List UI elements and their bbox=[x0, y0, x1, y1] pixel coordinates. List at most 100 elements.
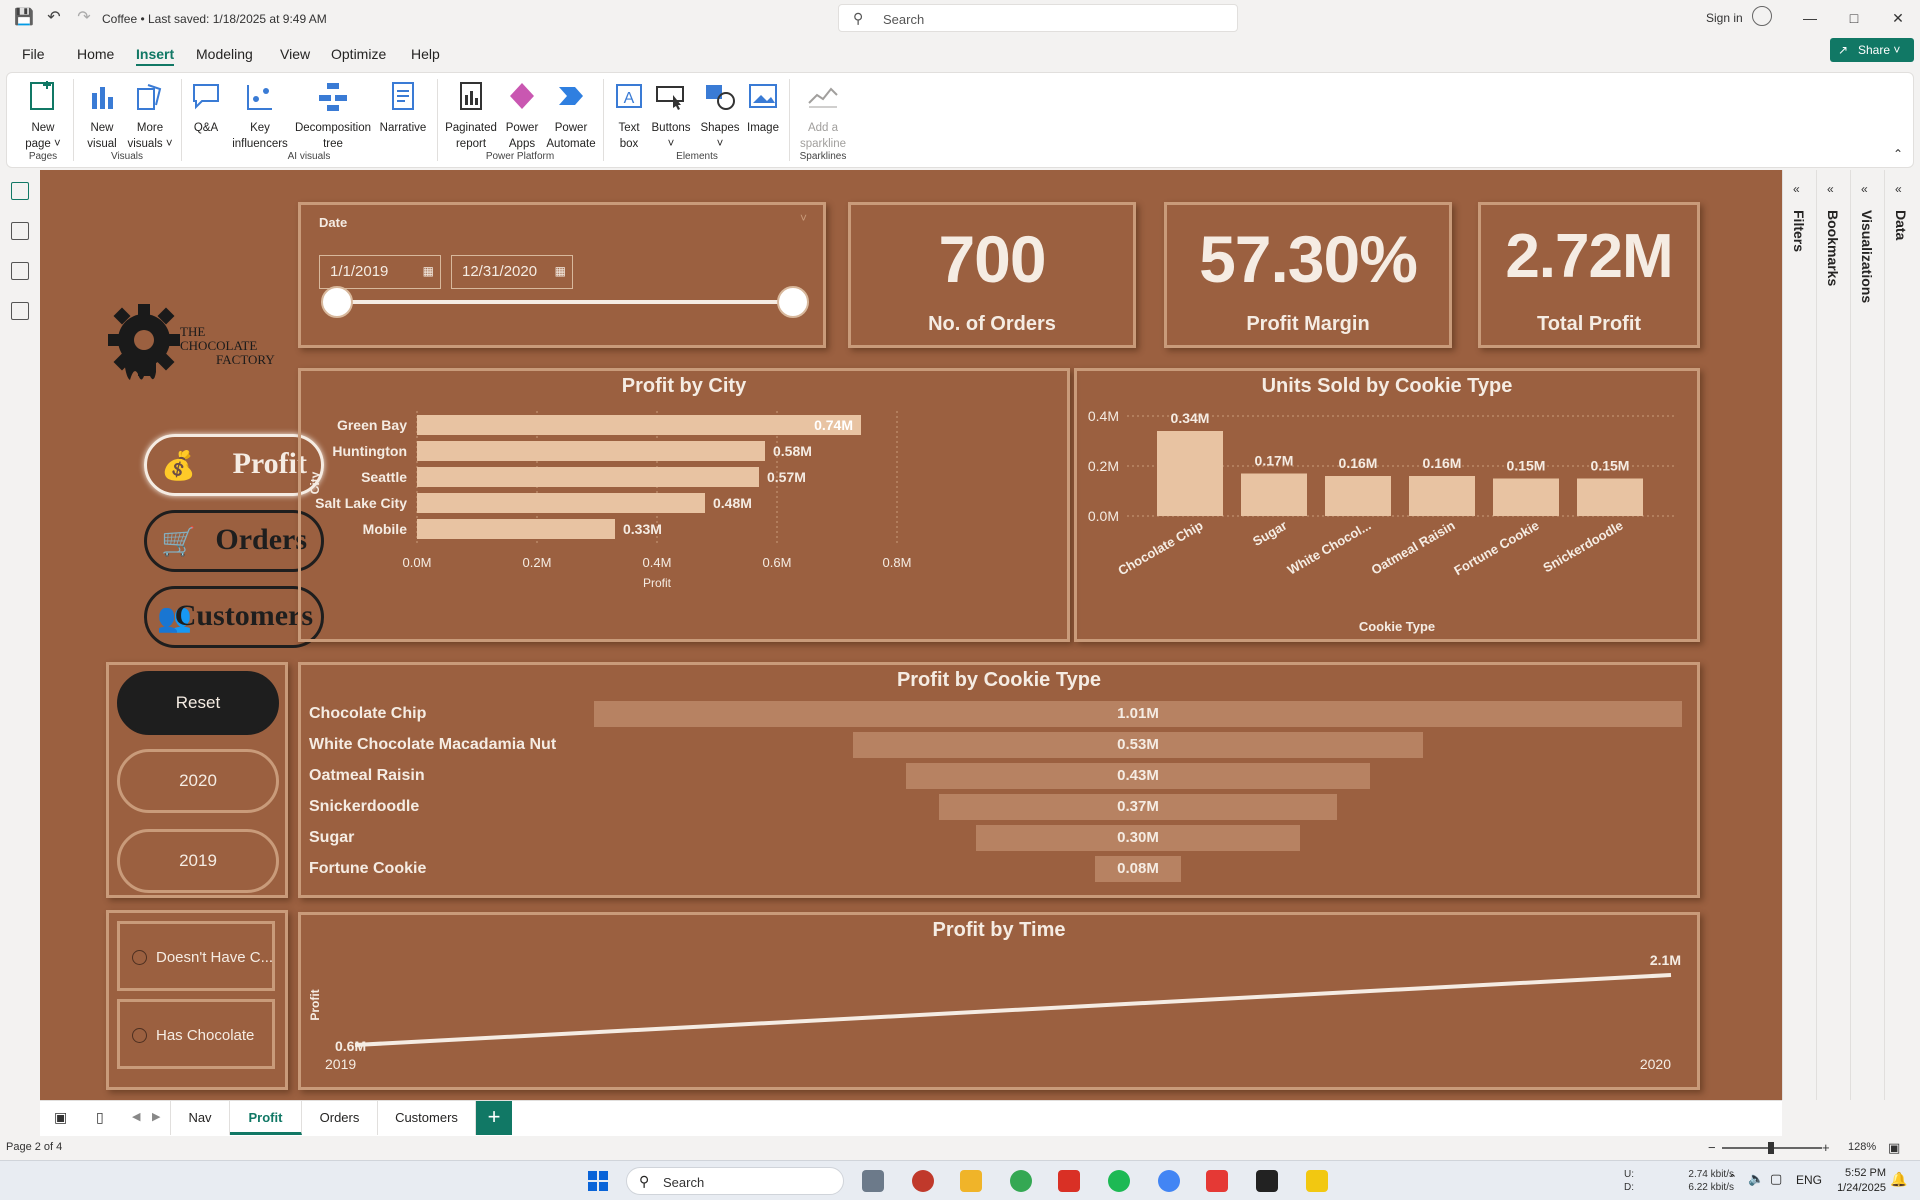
power-apps-button[interactable]: Power Apps bbox=[501, 79, 543, 152]
avatar-icon[interactable] bbox=[1752, 6, 1772, 26]
chevron-left-icon[interactable]: « bbox=[1827, 182, 1834, 196]
filters-pane[interactable]: « Filters bbox=[1782, 170, 1816, 1100]
nav-profit-button[interactable]: 💰 Profit bbox=[144, 434, 324, 496]
minimize-icon[interactable]: — bbox=[1803, 10, 1817, 26]
prev-page-icon[interactable]: ◀ bbox=[132, 1111, 141, 1123]
funnel-bar[interactable]: 1.01M bbox=[594, 701, 1682, 727]
power-automate-button[interactable]: Power Automate bbox=[543, 79, 599, 152]
save-icon[interactable]: 💾 bbox=[14, 9, 34, 26]
search-input[interactable]: ⚲ Search bbox=[838, 4, 1238, 32]
chevron-left-icon[interactable]: « bbox=[1861, 182, 1868, 196]
doesnt-have-chocolate-option[interactable]: Doesn't Have C... bbox=[117, 921, 275, 991]
more-visuals-button[interactable]: More visuals ˅ bbox=[123, 79, 177, 152]
tab-customers[interactable]: Customers bbox=[378, 1101, 476, 1135]
windows-start-icon[interactable] bbox=[588, 1171, 608, 1191]
decomposition-tree-button[interactable]: Decomposition tree bbox=[291, 79, 375, 152]
chevron-down-icon[interactable]: ˅ bbox=[799, 211, 807, 225]
new-page-button[interactable]: New page ˅ bbox=[15, 79, 71, 152]
image-icon bbox=[749, 84, 777, 108]
chevron-up-icon[interactable]: ⌃ bbox=[1728, 1173, 1738, 1185]
qa-button[interactable]: Q&A bbox=[185, 79, 227, 136]
ribbon: New page ˅ Pages New visual More visuals… bbox=[6, 72, 1914, 168]
notion-icon[interactable] bbox=[1256, 1170, 1278, 1192]
nav-customers-button[interactable]: 👥 Customers bbox=[144, 586, 324, 648]
year-2020-button[interactable]: 2020 bbox=[117, 749, 279, 813]
taskbar-search[interactable]: ⚲ Search bbox=[626, 1167, 844, 1195]
redo-icon[interactable]: ↷ bbox=[77, 9, 91, 26]
image-button[interactable]: Image bbox=[741, 79, 785, 136]
dax-query-view-icon[interactable] bbox=[11, 302, 29, 320]
nav-orders-button[interactable]: 🛒 Orders bbox=[144, 510, 324, 572]
mobile-layout-icon[interactable]: ▯ bbox=[96, 1109, 104, 1125]
visualizations-pane[interactable]: « Visualizations bbox=[1850, 170, 1884, 1100]
table-view-icon[interactable] bbox=[11, 222, 29, 240]
zoom-slider-handle[interactable] bbox=[1768, 1142, 1774, 1154]
chrome-icon[interactable] bbox=[1010, 1170, 1032, 1192]
has-chocolate-option[interactable]: Has Chocolate bbox=[117, 999, 275, 1069]
next-page-icon[interactable]: ▶ bbox=[152, 1111, 161, 1123]
notifications-icon[interactable]: 🔔 bbox=[1890, 1171, 1908, 1187]
start-date-input[interactable]: 1/1/2019 ▦ bbox=[319, 255, 441, 289]
buttons-button[interactable]: Buttons ˅ bbox=[649, 79, 693, 152]
new-visual-button[interactable]: New visual bbox=[77, 79, 127, 152]
file-explorer-icon[interactable] bbox=[960, 1170, 982, 1192]
volume-icon[interactable]: 🔈 bbox=[1748, 1171, 1765, 1186]
menu-modeling[interactable]: Modeling bbox=[196, 46, 253, 62]
app-icon[interactable] bbox=[1058, 1170, 1080, 1192]
data-pane[interactable]: « Data bbox=[1884, 170, 1920, 1100]
spotify-icon[interactable] bbox=[1108, 1170, 1130, 1192]
fit-to-page-icon[interactable]: ▣ bbox=[1888, 1140, 1901, 1155]
share-button[interactable]: ↗ Share ˅ bbox=[1830, 38, 1914, 62]
report-view-icon[interactable] bbox=[11, 182, 29, 200]
menu-file[interactable]: File bbox=[22, 46, 45, 62]
undo-icon[interactable]: ↶ bbox=[47, 9, 61, 26]
app-icon[interactable] bbox=[912, 1170, 934, 1192]
tab-orders[interactable]: Orders bbox=[302, 1101, 378, 1135]
sign-in-link[interactable]: Sign in bbox=[1706, 11, 1743, 25]
bookmarks-pane[interactable]: « Bookmarks bbox=[1816, 170, 1850, 1100]
shapes-button[interactable]: Shapes ˅ bbox=[697, 79, 743, 152]
year-2019-button[interactable]: 2019 bbox=[117, 829, 279, 893]
date-range-track[interactable] bbox=[337, 300, 789, 304]
tab-nav[interactable]: Nav bbox=[170, 1101, 230, 1135]
desktop-layout-icon[interactable]: ▣ bbox=[54, 1109, 68, 1125]
key-influencers-button[interactable]: Key influencers bbox=[227, 79, 293, 152]
collapse-ribbon-icon[interactable]: ⌃ bbox=[1893, 147, 1904, 161]
zoom-out-icon[interactable]: − bbox=[1708, 1140, 1716, 1155]
chrome-profile-icon[interactable] bbox=[1158, 1170, 1180, 1192]
menu-insert[interactable]: Insert bbox=[136, 42, 175, 66]
narrative-button[interactable]: Narrative bbox=[373, 79, 433, 136]
language-indicator[interactable]: ENG bbox=[1796, 1173, 1823, 1187]
tab-profit[interactable]: Profit bbox=[230, 1101, 302, 1135]
close-icon[interactable]: ✕ bbox=[1892, 10, 1904, 26]
model-view-icon[interactable] bbox=[11, 262, 29, 280]
menu-optimize[interactable]: Optimize bbox=[331, 46, 387, 62]
chevron-left-icon[interactable]: « bbox=[1895, 182, 1902, 196]
power-bi-icon[interactable] bbox=[1306, 1170, 1328, 1192]
funnel-bar[interactable]: 0.43M bbox=[906, 763, 1370, 789]
menu-help[interactable]: Help bbox=[411, 46, 440, 62]
clock[interactable]: 5:52 PM 1/24/2025 bbox=[1830, 1166, 1886, 1196]
date-end-handle[interactable] bbox=[777, 286, 809, 318]
menu-home[interactable]: Home bbox=[77, 46, 115, 62]
paginated-report-button[interactable]: Paginated report bbox=[441, 79, 501, 152]
document-title[interactable]: Coffee • Last saved: 1/18/2025 at 9:49 A… bbox=[102, 12, 327, 26]
end-date-input[interactable]: 12/31/2020 ▦ bbox=[451, 255, 573, 289]
funnel-bar[interactable]: 0.37M bbox=[938, 794, 1338, 820]
text-box-button[interactable]: A Text box bbox=[609, 79, 649, 152]
app-icon[interactable] bbox=[1206, 1170, 1228, 1192]
menu-view[interactable]: View bbox=[280, 46, 311, 62]
add-sparkline-button[interactable]: Add a sparkline bbox=[793, 79, 853, 152]
date-start-handle[interactable] bbox=[321, 286, 353, 318]
maximize-icon[interactable]: □ bbox=[1849, 10, 1859, 26]
funnel-bar[interactable]: 0.53M bbox=[852, 732, 1424, 758]
add-page-button[interactable]: + bbox=[476, 1101, 512, 1135]
chevron-left-icon[interactable]: « bbox=[1793, 182, 1800, 196]
zoom-in-icon[interactable]: + bbox=[1822, 1140, 1830, 1155]
funnel-bar[interactable]: 0.30M bbox=[976, 825, 1300, 851]
task-view-icon[interactable] bbox=[862, 1170, 884, 1192]
funnel-bar[interactable]: 0.08M bbox=[1094, 856, 1182, 882]
reset-button[interactable]: Reset bbox=[117, 671, 279, 735]
kpi-value: 57.30% bbox=[1199, 222, 1418, 296]
display-icon[interactable]: ▢ bbox=[1770, 1171, 1783, 1186]
